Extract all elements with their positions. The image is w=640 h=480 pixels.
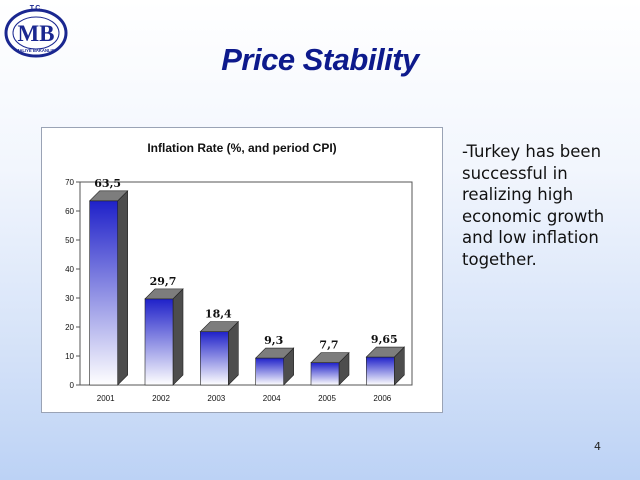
bar [366, 356, 395, 386]
bar [89, 200, 118, 386]
x-tick-label: 2001 [97, 394, 115, 403]
logo-top-text: T.C. [30, 5, 43, 12]
chart-title: Inflation Rate (%, and period CPI) [147, 141, 336, 155]
bar [310, 362, 340, 386]
y-tick-label: 10 [65, 352, 74, 361]
bar-side [228, 320, 239, 386]
page-number: 4 [594, 440, 601, 453]
y-tick-label: 70 [65, 178, 74, 187]
x-tick-label: 2004 [263, 394, 281, 403]
bar-side [117, 190, 128, 386]
logo: T.C. MB MALIYE BAKANLIGI [4, 5, 68, 58]
x-tick-label: 2006 [373, 394, 391, 403]
bullet-text: -Turkey has been successful in realizing… [462, 142, 605, 269]
data-label: 9,3 [264, 334, 283, 347]
bar-top [88, 190, 129, 202]
bar-top [310, 352, 350, 363]
y-tick-label: 50 [65, 236, 74, 245]
inflation-chart: Inflation Rate (%, and period CPI) 0 10 20… [41, 127, 443, 413]
y-tick-label: 0 [70, 381, 75, 390]
slide-title: Price Stability [221, 42, 419, 77]
bar-top [199, 321, 240, 332]
plot-frame [79, 181, 413, 386]
logo-initials: MB [17, 21, 54, 46]
bar [255, 357, 284, 386]
y-tick-label: 40 [65, 265, 74, 274]
bar-top [365, 346, 406, 358]
data-label: 29,7 [150, 275, 177, 288]
data-label: 9,65 [371, 333, 398, 346]
bar-top [254, 347, 295, 359]
y-tick-label: 60 [65, 207, 74, 216]
logo-ring-text: MALIYE BAKANLIGI [16, 48, 56, 53]
bar-top [144, 288, 184, 300]
x-tick-label: 2002 [152, 394, 170, 403]
data-label: 18,4 [205, 308, 232, 321]
logo-ring [4, 8, 68, 58]
chart-svg: Inflation Rate (%, and period CPI) 0 10 20… [65, 141, 413, 403]
x-tick-label: 2003 [207, 394, 225, 403]
plot-area: 0 10 20 30 40 50 60 70 63,5 2001 29,7 2002 18,4 2003 9… [65, 177, 413, 403]
data-label: 63,5 [94, 177, 121, 190]
logo-inner-ring [12, 16, 60, 50]
bar-side [172, 288, 184, 386]
bar [144, 298, 174, 386]
y-tick-label: 30 [65, 294, 74, 303]
x-tick-label: 2005 [318, 394, 336, 403]
data-label: 7,7 [319, 339, 338, 352]
y-tick-label: 20 [65, 323, 74, 332]
bar [200, 331, 229, 386]
